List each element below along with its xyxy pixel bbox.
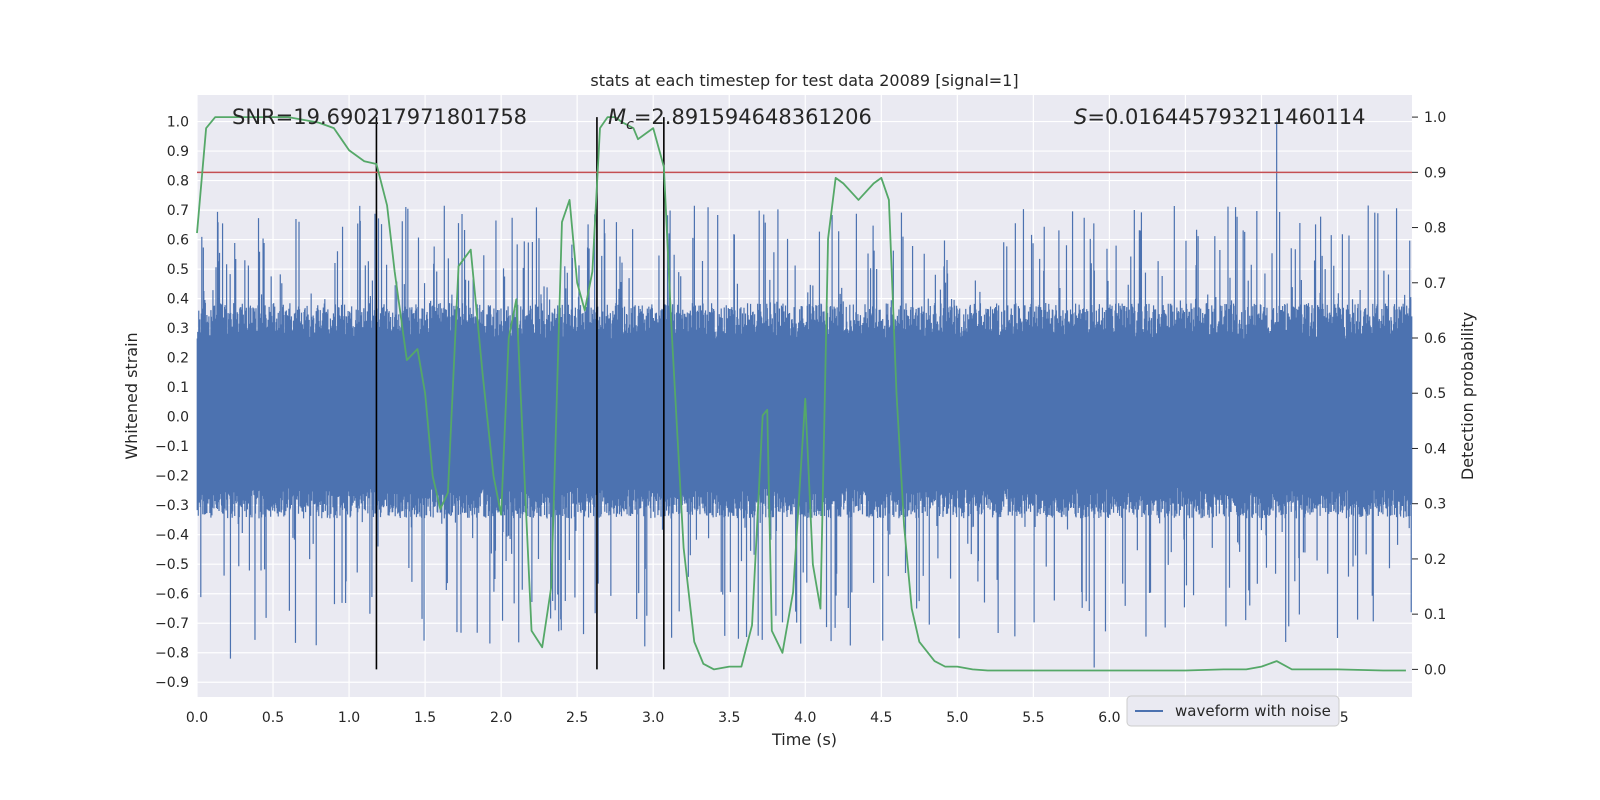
tick-labels: 0.00.51.01.52.02.53.03.54.04.55.05.56.06… (155, 110, 1446, 726)
x-tick-label: 0.5 (262, 710, 284, 726)
y-tick-label: −0.4 (155, 528, 189, 544)
y2-tick-label: 0.3 (1424, 497, 1446, 513)
y2-tick-label: 0.7 (1424, 276, 1446, 292)
y2-tick-label: 0.6 (1424, 331, 1446, 347)
snr-annotation: SNR=19.690217971801758 (232, 105, 527, 129)
y-tick-label: −0.9 (155, 675, 189, 691)
y2-tick-label: 0.9 (1424, 165, 1446, 181)
detection-probability-series (196, 116, 1406, 672)
y-tick-label: 0.0 (167, 410, 189, 426)
y-tick-label: 0.1 (167, 380, 189, 396)
y-tick-label: 0.2 (167, 351, 189, 367)
x-tick-label: 1.5 (414, 710, 436, 726)
y2-tick-label: 0.4 (1424, 441, 1446, 457)
chirp-mass-subscript: c (626, 117, 634, 133)
x-tick-label: 2.5 (566, 710, 588, 726)
waveform-with-noise-series (196, 121, 1413, 668)
detection-probability-line (196, 116, 1406, 672)
chirp-mass-annotation: Mc=2.891594648361206 (608, 105, 872, 133)
y-tick-label: −0.8 (155, 646, 189, 662)
y-tick-label: 0.3 (167, 321, 189, 337)
y-axis-label: Whitened strain (122, 332, 141, 459)
legend: waveform with noise (1126, 695, 1340, 727)
y-tick-label: 1.0 (167, 115, 189, 131)
x-tick-label: 5.5 (1022, 710, 1044, 726)
s-annotation: S=0.016445793211460114 (1074, 105, 1365, 129)
y2-tick-label: 0.1 (1424, 607, 1446, 623)
x-tick-label: 3.0 (642, 710, 664, 726)
y-tick-label: −0.1 (155, 439, 189, 455)
legend-box (1126, 695, 1340, 727)
y-tick-label: 0.6 (167, 233, 189, 249)
x-tick-label: 6.0 (1098, 710, 1120, 726)
legend-label-waveform: waveform with noise (1175, 702, 1331, 720)
y-tick-label: 0.8 (167, 174, 189, 190)
y2-tick-label: 0.5 (1424, 386, 1446, 402)
x-tick-label: 1.0 (338, 710, 360, 726)
chirp-mass-symbol: M (608, 105, 626, 129)
y2-axis-label: Detection probability (1458, 312, 1477, 480)
y2-tick-label: 0.0 (1424, 662, 1446, 678)
y-tick-label: −0.2 (155, 469, 189, 485)
y-tick-label: −0.5 (155, 557, 189, 573)
vertical-markers (375, 117, 665, 670)
waveform-noise-path (196, 121, 1413, 668)
x-tick-label: 5.0 (946, 710, 968, 726)
y2-tick-label: 0.8 (1424, 221, 1446, 237)
y2-tick-label: 1.0 (1424, 110, 1446, 126)
s-symbol: S (1074, 105, 1087, 129)
y-tick-label: 0.5 (167, 262, 189, 278)
y-tick-label: 0.9 (167, 144, 189, 160)
x-tick-label: 3.5 (718, 710, 740, 726)
y2-tick-label: 0.2 (1424, 552, 1446, 568)
x-axis-label: Time (s) (771, 730, 837, 749)
chirp-mass-value: =2.891594648361206 (634, 105, 872, 129)
y-tick-label: −0.7 (155, 616, 189, 632)
x-tick-label: 2.0 (490, 710, 512, 726)
y-tick-label: −0.6 (155, 587, 189, 603)
x-tick-label: 4.0 (794, 710, 816, 726)
s-value: =0.016445793211460114 (1087, 105, 1365, 129)
x-tick-label: 4.5 (870, 710, 892, 726)
y-tick-label: 0.7 (167, 203, 189, 219)
y-tick-label: −0.3 (155, 498, 189, 514)
chart-title: stats at each timestep for test data 200… (590, 71, 1018, 90)
x-tick-label: 0.0 (186, 710, 208, 726)
y-tick-label: 0.4 (167, 292, 189, 308)
